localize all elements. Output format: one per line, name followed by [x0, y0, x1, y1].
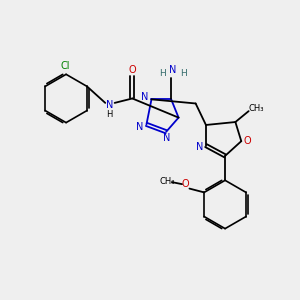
Text: O: O	[128, 65, 136, 75]
Text: CH₃: CH₃	[248, 104, 264, 113]
Text: H: H	[159, 69, 166, 78]
Text: Cl: Cl	[61, 61, 70, 71]
Text: N: N	[169, 64, 176, 75]
Text: H: H	[180, 69, 187, 78]
Text: N: N	[141, 92, 149, 102]
Text: CH₃: CH₃	[159, 177, 175, 186]
Text: O: O	[244, 136, 252, 146]
Text: N: N	[106, 100, 113, 110]
Text: N: N	[196, 142, 203, 152]
Text: N: N	[136, 122, 144, 132]
Text: H: H	[106, 110, 113, 118]
Text: N: N	[163, 133, 170, 143]
Text: O: O	[182, 179, 189, 189]
